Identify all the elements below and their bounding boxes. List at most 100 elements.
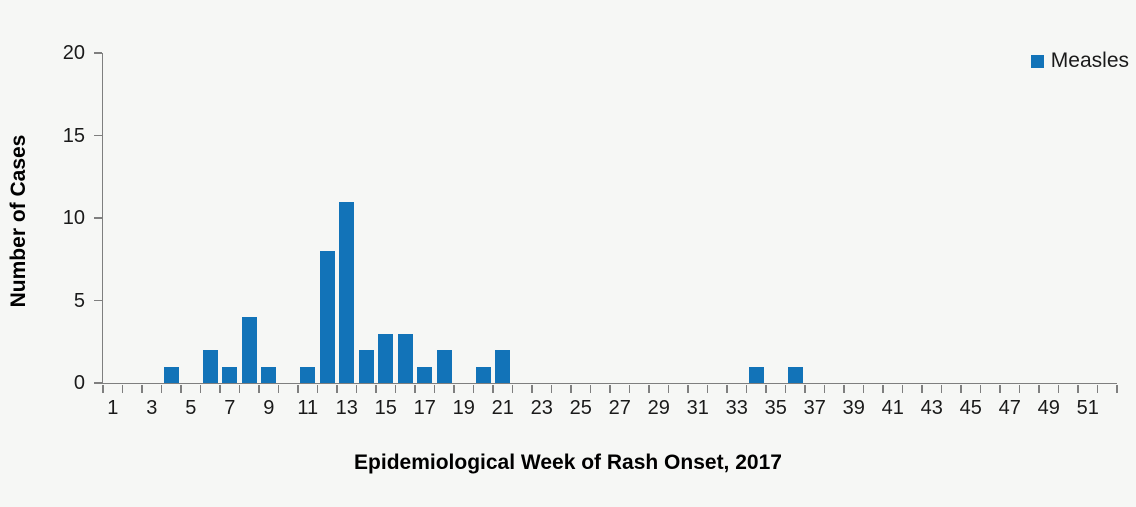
x-tick	[999, 384, 1001, 393]
x-tick-label: 7	[224, 397, 236, 419]
x-tick	[219, 384, 221, 393]
x-tick	[589, 384, 592, 393]
x-tick	[492, 384, 494, 393]
bar-week-8	[241, 317, 257, 383]
y-axis-title: Number of Cases	[7, 134, 30, 308]
legend-color-swatch	[1030, 54, 1044, 68]
x-tick	[1096, 384, 1099, 393]
bar-week-6	[202, 350, 218, 383]
x-tick	[609, 384, 611, 393]
x-tick-label: 27	[608, 397, 631, 419]
x-tick-label: 5	[185, 397, 197, 419]
x-tick-label: 41	[881, 397, 904, 419]
x-tick-label: 13	[335, 397, 358, 419]
x-tick	[667, 384, 670, 393]
x-tick-label: 9	[263, 397, 275, 419]
x-tick	[277, 384, 280, 393]
x-tick	[726, 384, 728, 393]
x-tick	[1018, 384, 1021, 393]
x-tick-label: 39	[842, 397, 865, 419]
x-tick	[745, 384, 748, 393]
x-tick	[960, 384, 962, 393]
x-tick	[102, 384, 104, 393]
x-tick	[141, 384, 143, 393]
legend-label: Measles	[1050, 49, 1129, 72]
x-tick	[297, 384, 299, 393]
y-tick	[93, 134, 102, 137]
x-tick-label: 19	[452, 397, 475, 419]
x-tick	[355, 384, 358, 393]
x-tick	[862, 384, 865, 393]
x-tick	[765, 384, 767, 393]
bar-week-14	[358, 350, 374, 383]
y-tick	[93, 299, 102, 302]
x-tick	[843, 384, 845, 393]
x-tick	[687, 384, 689, 393]
x-tick-label: 51	[1076, 397, 1099, 419]
bar-week-9	[261, 366, 277, 383]
x-tick-label: 49	[1037, 397, 1060, 419]
x-tick	[160, 384, 163, 393]
x-tick	[784, 384, 787, 393]
x-tick	[336, 384, 338, 393]
bar-week-34	[748, 366, 764, 383]
x-tick	[1077, 384, 1079, 393]
y-tick	[93, 52, 102, 54]
x-tick-label: 1	[107, 397, 119, 419]
x-tick	[121, 384, 124, 393]
x-axis-title: Epidemiological Week of Rash Onset, 2017	[354, 451, 782, 474]
x-tick-label: 23	[530, 397, 553, 419]
x-tick	[316, 384, 319, 393]
bar-week-11	[300, 366, 316, 383]
plot-area: 0 5 10 15 20 1 3 5 7 9 11 13 15 17 19 21 23 25 27 29 31 33 35 3…	[63, 42, 1118, 419]
x-tick-label: 11	[297, 397, 319, 419]
x-tick-label: 37	[803, 397, 826, 419]
x-tick	[199, 384, 202, 393]
bar-week-17	[417, 366, 433, 383]
y-tick	[93, 382, 102, 384]
x-tick	[940, 384, 943, 393]
bar-week-18	[436, 350, 452, 383]
x-tick	[804, 384, 806, 393]
x-tick	[882, 384, 884, 393]
bar-week-16	[397, 333, 413, 383]
x-tick-label: 3	[146, 397, 158, 419]
y-tick-label: 0	[73, 372, 85, 394]
bar-week-13	[339, 201, 355, 383]
bar-week-15	[378, 333, 394, 383]
x-tick	[706, 384, 709, 393]
x-tick	[823, 384, 826, 393]
x-tick	[901, 384, 904, 393]
x-tick-label: 47	[998, 397, 1021, 419]
x-tick-label: 25	[569, 397, 592, 419]
x-tick	[180, 384, 182, 393]
y-tick	[93, 217, 102, 219]
x-tick-label: 17	[413, 397, 436, 419]
x-tick	[1057, 384, 1060, 393]
x-tick	[979, 384, 982, 393]
x-tick	[628, 384, 631, 393]
x-tick	[258, 384, 260, 393]
x-tick-label: 15	[374, 397, 397, 419]
x-tick	[375, 384, 377, 393]
x-tick	[433, 384, 436, 393]
bar-week-4	[163, 366, 179, 383]
x-tick-label: 35	[764, 397, 787, 419]
y-tick-label: 10	[62, 207, 85, 229]
y-tick-label: 20	[62, 42, 85, 64]
legend: Measles	[1030, 49, 1129, 73]
x-tick	[531, 384, 533, 393]
x-tick-label: 21	[491, 397, 514, 419]
y-tick-label: 5	[73, 289, 85, 312]
x-tick-label: 29	[647, 397, 670, 419]
bar-week-7	[222, 366, 238, 383]
x-tick	[1116, 384, 1118, 393]
x-tick-label: 43	[920, 397, 943, 419]
x-tick	[414, 384, 416, 393]
x-tick-label: 31	[686, 397, 709, 419]
x-tick	[648, 384, 650, 393]
bar-week-20	[475, 366, 491, 383]
x-tick	[550, 384, 553, 393]
x-tick	[238, 384, 241, 393]
